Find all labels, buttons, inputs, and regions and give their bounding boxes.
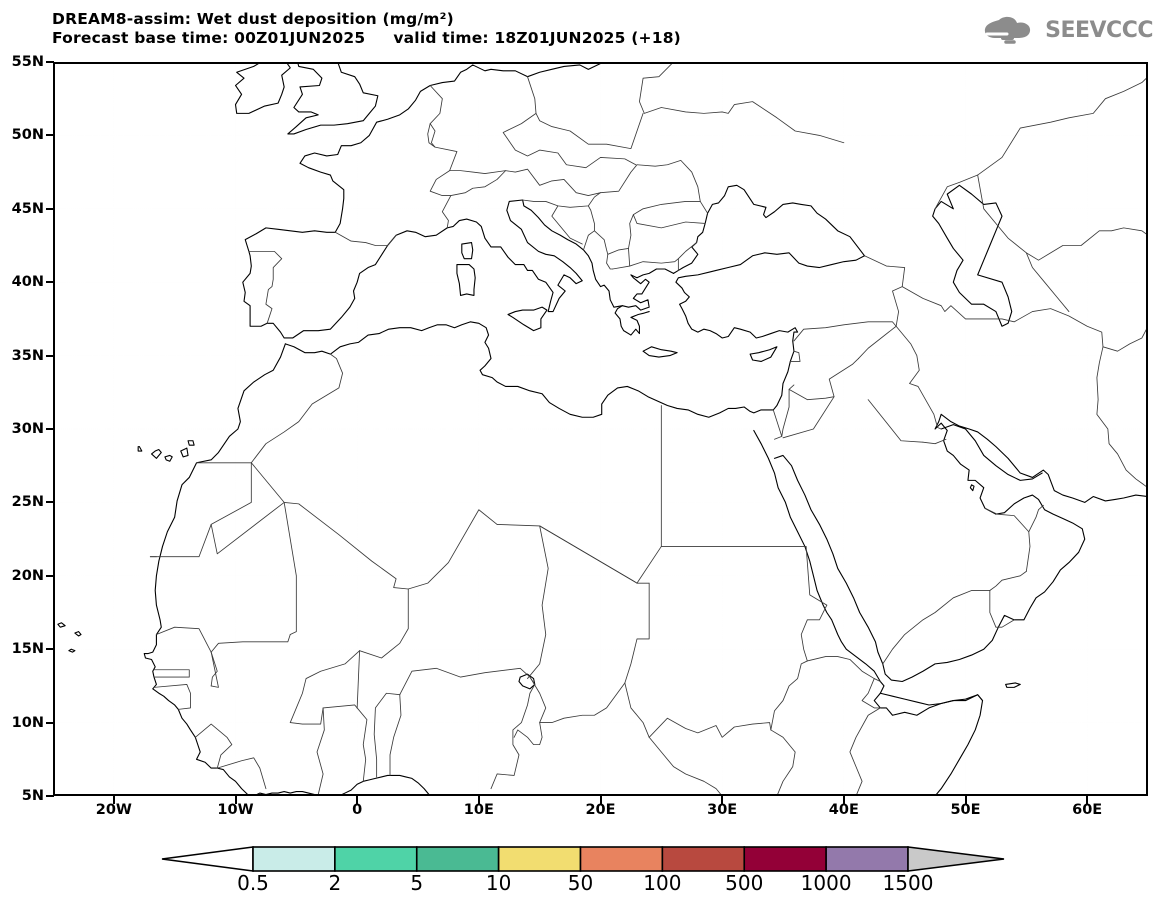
latitude-tick-mark: [46, 501, 54, 504]
latitude-tick-mark: [46, 354, 54, 357]
longitude-tick-mark: [599, 796, 602, 804]
latitude-tick-label: 10N: [11, 714, 44, 731]
logo-text: SEEVCCC: [1045, 18, 1153, 43]
colorbar-swatches: [161, 846, 1005, 872]
forecast-time-line: Forecast base time: 00Z01JUN2025 valid t…: [52, 29, 681, 47]
longitude-tick-mark: [1086, 796, 1089, 804]
longitude-tick-label: 30E: [707, 802, 738, 818]
latitude-tick-label: 40N: [11, 274, 44, 291]
map-gridlines: [53, 62, 1148, 796]
map-canvas: [53, 62, 1148, 796]
latitude-tick-mark: [46, 428, 54, 430]
latitude-tick-mark: [46, 134, 54, 137]
map-geography: [58, 62, 1148, 796]
longitude-tick-label: 10E: [463, 802, 494, 818]
longitude-tick-label: 50E: [950, 802, 981, 818]
colorbar-tick-label: 0.5: [237, 871, 269, 895]
colorbar-over-arrow: [907, 846, 1005, 872]
longitude-tick-mark: [234, 796, 237, 804]
colorbar-under-arrow: [161, 846, 254, 872]
colorbar-segment: [579, 846, 664, 872]
longitude-tick-label: 20E: [585, 802, 616, 818]
colorbar-segment: [825, 846, 909, 872]
longitude-tick-label: 40E: [828, 802, 859, 818]
longitude-tick-mark: [112, 796, 115, 804]
latitude-tick-mark: [46, 574, 54, 577]
latitude-tick-label: 45N: [11, 200, 44, 217]
longitude-tick-mark: [477, 796, 480, 804]
longitude-tick-label: 20W: [95, 802, 132, 818]
map-plot-area: [53, 62, 1148, 796]
latitude-tick-label: 55N: [11, 54, 44, 70]
latitude-tick-label: 50N: [11, 127, 44, 144]
colorbar-tick-label: 1000: [800, 871, 852, 895]
latitude-tick-label: 15N: [11, 641, 44, 658]
colorbar-segment: [743, 846, 827, 872]
latitude-tick-mark: [46, 207, 54, 210]
latitude-tick-label: 30N: [11, 421, 44, 437]
longitude-tick-label: 0: [352, 802, 363, 818]
colorbar-segment: [252, 846, 336, 872]
colorbar-segment: [334, 846, 418, 872]
colorbar-segment: [415, 846, 500, 872]
latitude-tick-mark: [46, 795, 54, 797]
latitude-tick-mark: [46, 648, 54, 651]
page-title: DREAM8-assim: Wet dust deposition (mg/m²…: [52, 10, 454, 28]
colorbar-tick-label: 500: [725, 871, 764, 895]
cloud-wind-icon: [981, 14, 1039, 48]
colorbar-segment: [497, 846, 582, 872]
latitude-tick-label: 35N: [11, 347, 44, 364]
longitude-tick-mark: [721, 796, 724, 804]
latitude-tick-label: 5N: [21, 788, 44, 804]
map-title-block: DREAM8-assim: Wet dust deposition (mg/m²…: [52, 10, 952, 48]
latitude-tick-label: 25N: [11, 494, 44, 511]
seevccc-logo: SEEVCCC: [981, 14, 1153, 48]
latitude-tick-mark: [46, 721, 54, 724]
colorbar-tick-label: 10: [485, 871, 512, 895]
colorbar-tick-label: 5: [410, 871, 424, 895]
longitude-tick-mark: [964, 796, 967, 804]
colorbar-tick-label: 2: [328, 871, 342, 895]
latitude-tick-label: 20N: [11, 567, 44, 584]
longitude-tick-mark: [842, 796, 845, 804]
colorbar: 0.5 2 5 10 50 100 500 1000 1500: [0, 845, 1165, 907]
longitude-tick-mark: [356, 796, 359, 804]
colorbar-tick-label: 50: [567, 871, 594, 895]
colorbar-segment: [661, 846, 746, 872]
longitude-tick-label: 60E: [1072, 802, 1103, 818]
colorbar-tick-label: 100: [643, 871, 682, 895]
longitude-tick-label: 10W: [217, 802, 254, 818]
latitude-tick-mark: [46, 61, 54, 63]
latitude-tick-mark: [46, 281, 54, 284]
colorbar-tick-label: 1500: [882, 871, 934, 895]
